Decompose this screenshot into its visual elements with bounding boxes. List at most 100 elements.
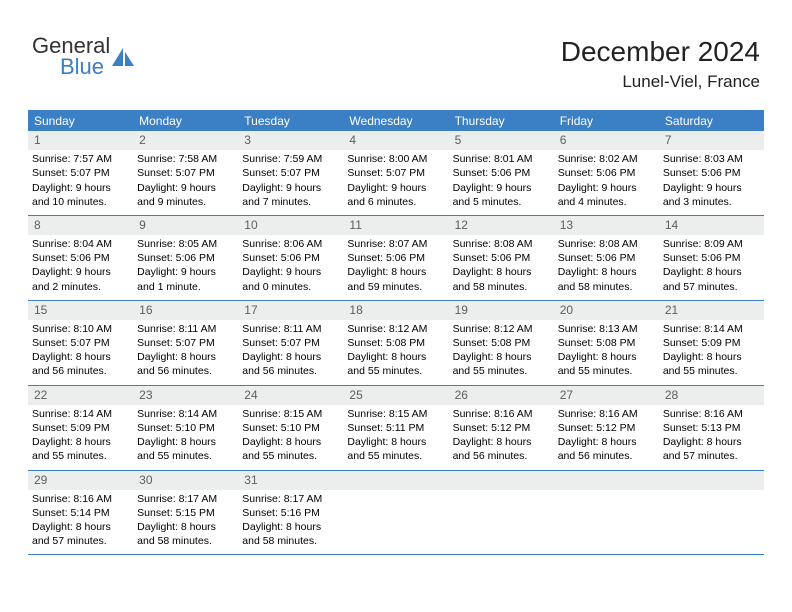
daylight-line2: and 55 minutes.	[32, 449, 129, 463]
day-number: 4	[343, 131, 448, 150]
day-number: 12	[449, 216, 554, 235]
day-cell: 3Sunrise: 7:59 AMSunset: 5:07 PMDaylight…	[238, 131, 343, 215]
day-number: 1	[28, 131, 133, 150]
daylight-line1: Daylight: 8 hours	[558, 350, 655, 364]
sunrise-line: Sunrise: 8:09 AM	[663, 237, 760, 251]
day-cell: 29 Sunrise: 8:16 AMSunset: 5:14 PMDayligh…	[28, 471, 133, 555]
daylight-line1: Daylight: 9 hours	[32, 181, 129, 195]
day-number: 17	[238, 301, 343, 320]
sunrise-line: Sunrise: 8:05 AM	[137, 237, 234, 251]
sunset-line: Sunset: 5:07 PM	[32, 166, 129, 180]
daylight-line2: and 7 minutes.	[242, 195, 339, 209]
sunrise-line: Sunrise: 8:15 AM	[347, 407, 444, 421]
logo-text-blue: Blue	[32, 57, 110, 78]
day-number: 5	[449, 131, 554, 150]
daylight-line2: and 55 minutes.	[137, 449, 234, 463]
sunrise-line: Sunrise: 8:12 AM	[347, 322, 444, 336]
sunset-line: Sunset: 5:07 PM	[32, 336, 129, 350]
sunrise-line: Sunrise: 8:15 AM	[242, 407, 339, 421]
day-cell: 17Sunrise: 8:11 AMSunset: 5:07 PMDayligh…	[238, 301, 343, 385]
sunrise-line: Sunrise: 8:11 AM	[137, 322, 234, 336]
day-cell: 25Sunrise: 8:15 AMSunset: 5:11 PMDayligh…	[343, 386, 448, 470]
day-cell: 26Sunrise: 8:16 AMSunset: 5:12 PMDayligh…	[449, 386, 554, 470]
day-number: 13	[554, 216, 659, 235]
daylight-line1: Daylight: 8 hours	[347, 350, 444, 364]
sunrise-line: Sunrise: 8:02 AM	[558, 152, 655, 166]
day-cell: 1 Sunrise: 7:57 AMSunset: 5:07 PMDaylight…	[28, 131, 133, 215]
day-number: 24	[238, 386, 343, 405]
day-number: 29	[28, 471, 133, 490]
sunset-line: Sunset: 5:06 PM	[453, 166, 550, 180]
day-number: 14	[659, 216, 764, 235]
sunrise-line: Sunrise: 8:04 AM	[32, 237, 129, 251]
sunset-line: Sunset: 5:14 PM	[32, 506, 129, 520]
day-number	[554, 471, 659, 490]
sunset-line: Sunset: 5:06 PM	[32, 251, 129, 265]
sunrise-line: Sunrise: 8:11 AM	[242, 322, 339, 336]
day-number: 9	[133, 216, 238, 235]
daylight-line2: and 59 minutes.	[347, 280, 444, 294]
daylight-line2: and 1 minute.	[137, 280, 234, 294]
daylight-line1: Daylight: 8 hours	[558, 265, 655, 279]
sunset-line: Sunset: 5:11 PM	[347, 421, 444, 435]
daylight-line1: Daylight: 9 hours	[347, 181, 444, 195]
sunset-line: Sunset: 5:12 PM	[558, 421, 655, 435]
empty-cell	[554, 471, 659, 555]
empty-cell	[449, 471, 554, 555]
day-cell: 31Sunrise: 8:17 AMSunset: 5:16 PMDayligh…	[238, 471, 343, 555]
sunset-line: Sunset: 5:06 PM	[558, 251, 655, 265]
weekday-header: Saturday	[659, 112, 764, 131]
sunrise-line: Sunrise: 8:06 AM	[242, 237, 339, 251]
sunrise-line: Sunrise: 8:07 AM	[347, 237, 444, 251]
sunset-line: Sunset: 5:06 PM	[663, 251, 760, 265]
day-cell: 7Sunrise: 8:03 AMSunset: 5:06 PMDaylight…	[659, 131, 764, 215]
day-number: 6	[554, 131, 659, 150]
logo-text: General Blue	[32, 36, 110, 78]
sunrise-line: Sunrise: 8:17 AM	[137, 492, 234, 506]
day-number: 28	[659, 386, 764, 405]
daylight-line1: Daylight: 8 hours	[347, 265, 444, 279]
daylight-line2: and 4 minutes.	[558, 195, 655, 209]
day-number	[659, 471, 764, 490]
day-number: 19	[449, 301, 554, 320]
page-title: December 2024	[561, 36, 760, 68]
daylight-line1: Daylight: 8 hours	[137, 435, 234, 449]
daylight-line1: Daylight: 8 hours	[137, 350, 234, 364]
daylight-line1: Daylight: 9 hours	[242, 265, 339, 279]
daylight-line1: Daylight: 9 hours	[32, 265, 129, 279]
daylight-line1: Daylight: 8 hours	[453, 265, 550, 279]
sunset-line: Sunset: 5:16 PM	[242, 506, 339, 520]
day-cell: 15Sunrise: 8:10 AMSunset: 5:07 PMDayligh…	[28, 301, 133, 385]
sunset-line: Sunset: 5:06 PM	[558, 166, 655, 180]
sunset-line: Sunset: 5:13 PM	[663, 421, 760, 435]
daylight-line1: Daylight: 9 hours	[453, 181, 550, 195]
day-number: 23	[133, 386, 238, 405]
weekday-header: Tuesday	[238, 112, 343, 131]
day-cell: 23Sunrise: 8:14 AMSunset: 5:10 PMDayligh…	[133, 386, 238, 470]
sunset-line: Sunset: 5:08 PM	[453, 336, 550, 350]
day-cell: 14Sunrise: 8:09 AMSunset: 5:06 PMDayligh…	[659, 216, 764, 300]
day-cell: 4Sunrise: 8:00 AMSunset: 5:07 PMDaylight…	[343, 131, 448, 215]
daylight-line1: Daylight: 8 hours	[242, 520, 339, 534]
sunrise-line: Sunrise: 8:01 AM	[453, 152, 550, 166]
weekday-header: Sunday	[28, 112, 133, 131]
sunrise-line: Sunrise: 8:16 AM	[32, 492, 129, 506]
day-number	[343, 471, 448, 490]
day-number: 11	[343, 216, 448, 235]
day-cell: 16Sunrise: 8:11 AMSunset: 5:07 PMDayligh…	[133, 301, 238, 385]
day-cell: 13Sunrise: 8:08 AMSunset: 5:06 PMDayligh…	[554, 216, 659, 300]
daylight-line2: and 58 minutes.	[453, 280, 550, 294]
daylight-line2: and 3 minutes.	[663, 195, 760, 209]
daylight-line1: Daylight: 8 hours	[32, 520, 129, 534]
location-label: Lunel-Viel, France	[561, 72, 760, 92]
sunrise-line: Sunrise: 7:57 AM	[32, 152, 129, 166]
daylight-line2: and 55 minutes.	[558, 364, 655, 378]
day-cell: 12Sunrise: 8:08 AMSunset: 5:06 PMDayligh…	[449, 216, 554, 300]
daylight-line2: and 55 minutes.	[663, 364, 760, 378]
sunset-line: Sunset: 5:15 PM	[137, 506, 234, 520]
daylight-line2: and 57 minutes.	[32, 534, 129, 548]
sunset-line: Sunset: 5:06 PM	[347, 251, 444, 265]
day-cell: 21Sunrise: 8:14 AMSunset: 5:09 PMDayligh…	[659, 301, 764, 385]
daylight-line2: and 58 minutes.	[242, 534, 339, 548]
day-number: 25	[343, 386, 448, 405]
